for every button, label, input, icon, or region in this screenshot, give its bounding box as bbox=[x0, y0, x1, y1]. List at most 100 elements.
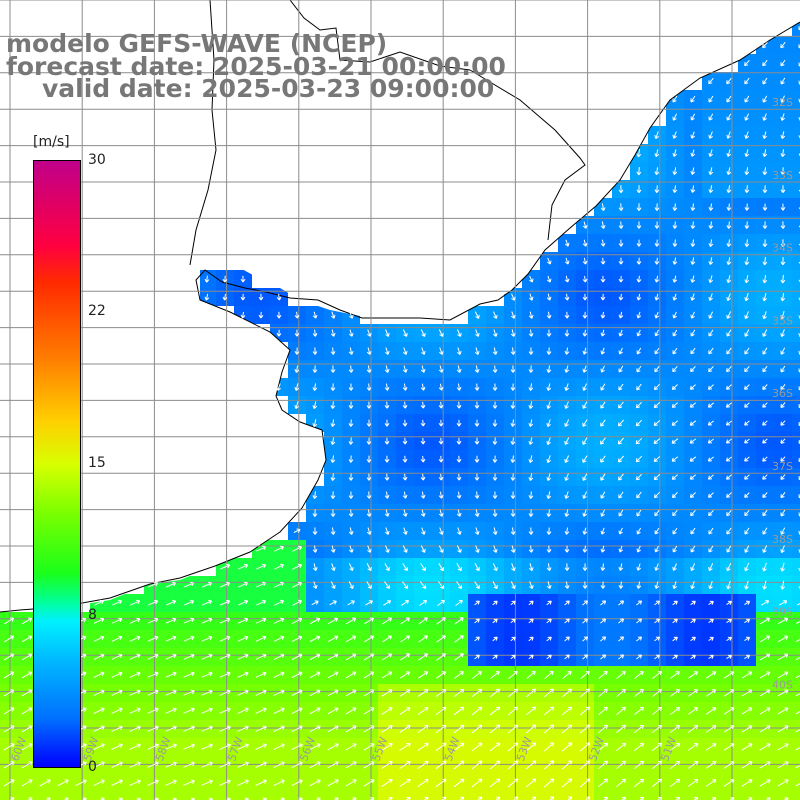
wind-arrow bbox=[385, 545, 390, 553]
wind-arrow bbox=[493, 311, 498, 319]
wind-arrow bbox=[689, 420, 697, 426]
wind-arrow bbox=[544, 670, 554, 679]
wind-arrow bbox=[762, 149, 768, 157]
wind-arrow bbox=[690, 329, 696, 337]
wind-arrow bbox=[256, 581, 267, 588]
wind-arrow bbox=[795, 710, 800, 715]
wind-arrow bbox=[780, 149, 786, 158]
wind-arrow bbox=[708, 580, 713, 590]
wind-arrow bbox=[707, 402, 715, 408]
wind-arrow bbox=[291, 761, 303, 769]
wind-arrow bbox=[636, 581, 642, 589]
wind-arrow bbox=[418, 671, 429, 679]
wind-arrow bbox=[366, 365, 372, 373]
wind-arrow bbox=[330, 581, 336, 589]
wind-arrow bbox=[618, 203, 624, 212]
wind-arrow bbox=[780, 545, 785, 554]
wind-arrow bbox=[636, 239, 642, 247]
wind-arrow bbox=[653, 456, 661, 462]
wind-arrow bbox=[617, 437, 624, 445]
wind-arrow bbox=[529, 275, 534, 283]
wind-cell bbox=[792, 738, 800, 756]
wind-arrow bbox=[436, 653, 446, 661]
wind-arrow bbox=[165, 761, 177, 768]
wind-arrow bbox=[366, 455, 372, 463]
wind-arrow bbox=[166, 599, 177, 606]
wind-arrow bbox=[419, 600, 428, 606]
wind-arrow bbox=[204, 275, 210, 283]
wind-arrow bbox=[708, 185, 714, 194]
wind-arrow bbox=[39, 779, 51, 787]
wind-arrow bbox=[327, 671, 339, 679]
wind-arrow bbox=[237, 779, 249, 786]
wind-arrow bbox=[690, 509, 696, 517]
wind-arrow bbox=[725, 402, 732, 408]
wind-arrow bbox=[403, 527, 408, 535]
wind-arrow bbox=[759, 671, 771, 679]
wind-arrow bbox=[294, 311, 300, 319]
wind-cell bbox=[792, 522, 800, 540]
wind-arrow bbox=[690, 203, 696, 211]
wind-arrow bbox=[707, 474, 714, 480]
wind-arrow bbox=[510, 437, 516, 445]
wind-arrow bbox=[653, 474, 661, 481]
wind-arrow bbox=[690, 366, 696, 373]
wind-arrow bbox=[579, 724, 591, 734]
wind-arrow bbox=[276, 311, 282, 319]
wind-arrow bbox=[219, 653, 231, 660]
wind-arrow bbox=[3, 707, 15, 715]
wind-cell bbox=[720, 792, 738, 804]
wind-arrow bbox=[528, 654, 534, 660]
wind-arrow bbox=[312, 419, 318, 428]
wind-arrow bbox=[672, 492, 678, 499]
wind-arrow bbox=[780, 402, 786, 408]
wind-arrow bbox=[94, 599, 105, 606]
wind-arrow bbox=[618, 365, 624, 373]
wind-arrow bbox=[456, 563, 462, 572]
wind-arrow bbox=[633, 778, 645, 788]
wind-cell bbox=[792, 720, 800, 738]
wind-arrow bbox=[708, 636, 714, 642]
wind-arrow bbox=[582, 618, 588, 624]
wind-arrow bbox=[780, 59, 786, 67]
wind-arrow bbox=[165, 671, 177, 678]
wind-arrow bbox=[564, 365, 570, 373]
wind-arrow bbox=[528, 437, 534, 445]
wind-arrow bbox=[309, 725, 321, 733]
wind-arrow bbox=[529, 581, 534, 590]
wind-arrow bbox=[510, 509, 516, 517]
wind-arrow bbox=[652, 706, 663, 715]
wind-arrow bbox=[183, 743, 195, 750]
wind-arrow bbox=[670, 671, 680, 679]
wind-arrow bbox=[202, 599, 213, 606]
wind-arrow bbox=[762, 95, 768, 103]
wind-arrow bbox=[598, 760, 609, 770]
wind-arrow bbox=[582, 347, 588, 355]
wind-arrow bbox=[780, 365, 786, 373]
wind-cell bbox=[792, 558, 800, 576]
wind-arrow bbox=[363, 761, 375, 769]
wind-arrow bbox=[795, 692, 800, 697]
wind-arrow bbox=[384, 455, 390, 463]
wind-arrow bbox=[600, 347, 606, 355]
wind-arrow bbox=[780, 131, 786, 139]
wind-arrow bbox=[618, 401, 624, 409]
wind-arrow bbox=[366, 581, 372, 589]
wind-arrow bbox=[744, 131, 750, 139]
wind-arrow bbox=[708, 329, 714, 337]
wind-arrow bbox=[780, 562, 785, 572]
wind-cell bbox=[252, 792, 270, 804]
wind-arrow bbox=[148, 599, 159, 606]
wind-arrow bbox=[294, 383, 300, 391]
wind-arrow bbox=[636, 293, 642, 301]
wind-arrow bbox=[528, 383, 534, 391]
wind-arrow bbox=[543, 778, 555, 788]
wind-arrow bbox=[219, 761, 231, 768]
wind-arrow bbox=[220, 599, 231, 606]
wind-arrow bbox=[618, 275, 624, 283]
wind-arrow bbox=[474, 419, 480, 427]
wind-arrow bbox=[456, 437, 462, 445]
wind-arrow bbox=[183, 653, 195, 660]
wind-arrow bbox=[435, 689, 447, 697]
wind-arrow bbox=[21, 689, 33, 697]
